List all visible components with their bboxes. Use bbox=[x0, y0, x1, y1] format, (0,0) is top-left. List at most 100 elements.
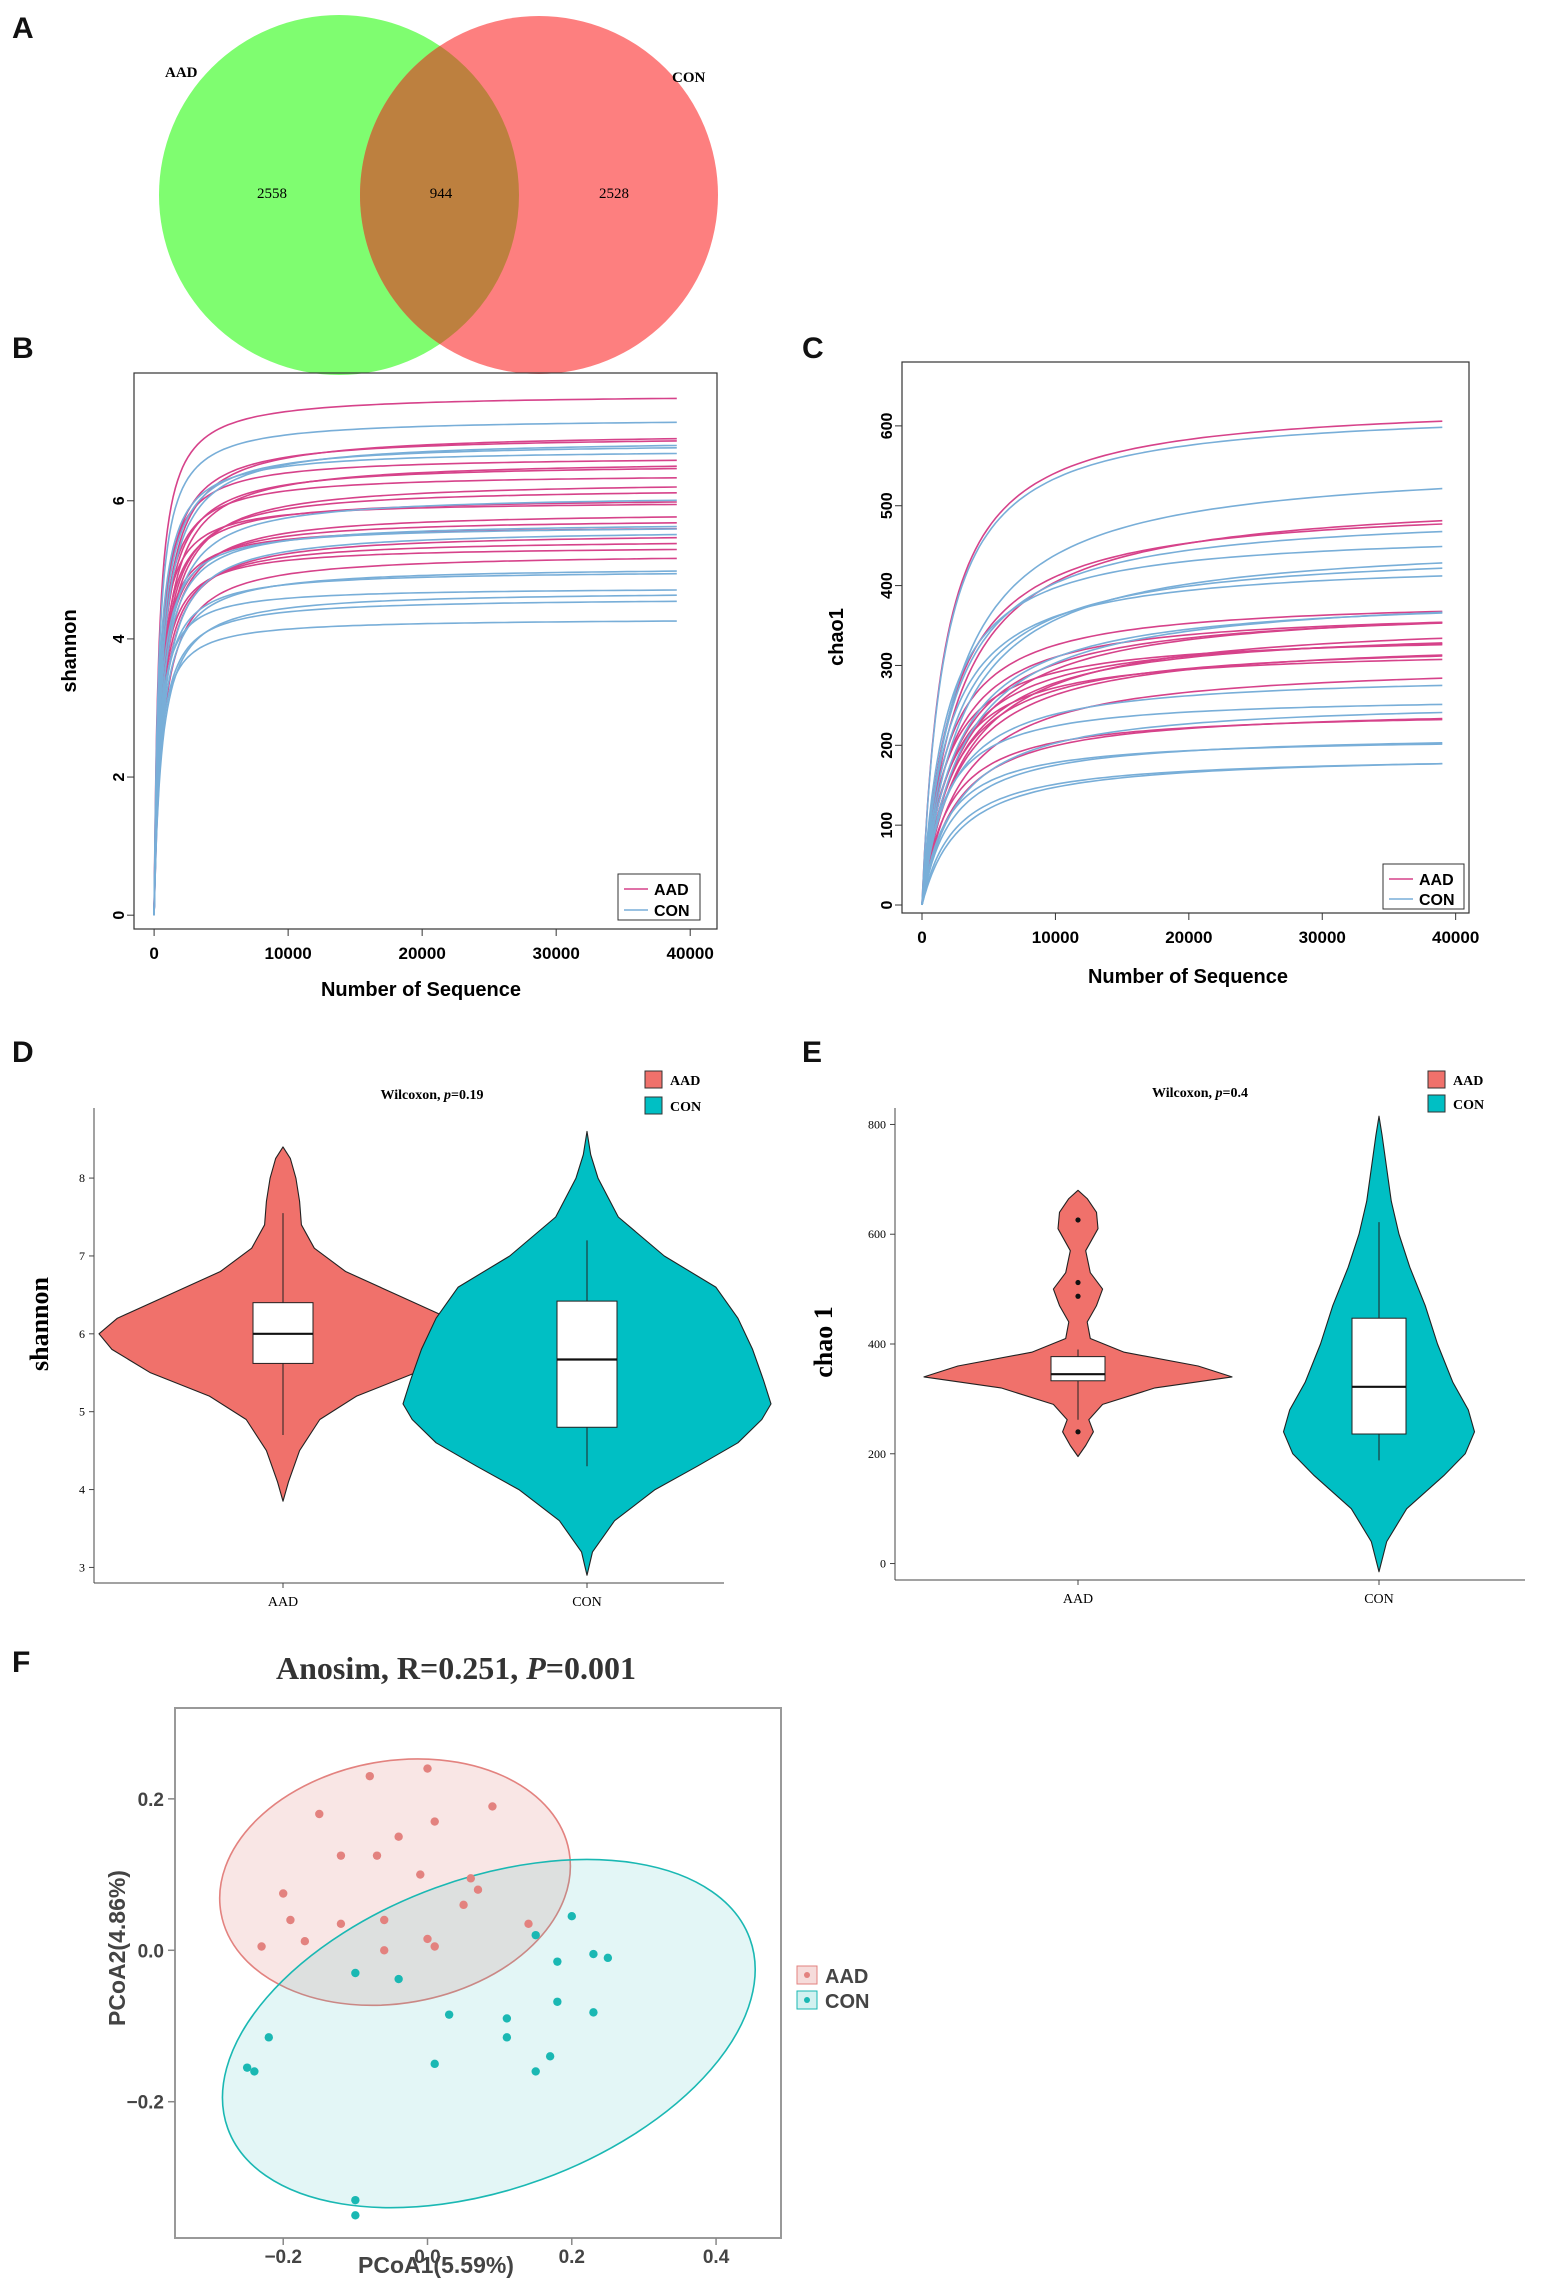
point-aad-21 bbox=[380, 1946, 389, 1955]
point-aad-19 bbox=[423, 1934, 432, 1944]
curve-aad-11 bbox=[153, 516, 677, 916]
panel-a-venn: A AAD CON 2558 944 2528 bbox=[12, 12, 718, 375]
plot-b-curves bbox=[153, 397, 677, 916]
curve-con-13 bbox=[153, 620, 677, 916]
x-tick-label-3: 0.4 bbox=[703, 2247, 730, 2268]
x-tick-label-2: 20000 bbox=[399, 944, 446, 963]
point-aad-10 bbox=[416, 1870, 425, 1879]
plot-b-x-label: Number of Sequence bbox=[321, 979, 521, 1001]
plot-f-legend-con-dot bbox=[804, 1997, 810, 2003]
panel-f-pcoa: F Anosim, R=0.251, P=0.001 −0.2 0.0 0.2 0.4… bbox=[12, 1646, 869, 2278]
x-tick-label-1: 0.0 bbox=[414, 2247, 440, 2268]
point-aad-18 bbox=[300, 1937, 310, 1946]
plot-e-legend-aad-label: AAD bbox=[1453, 1074, 1483, 1089]
point-con-18 bbox=[351, 2195, 360, 2205]
violin-aad bbox=[923, 1189, 1233, 1458]
plot-d-title-prefix: Wilcoxon, bbox=[380, 1088, 444, 1103]
plot-f-frame bbox=[174, 1707, 782, 2239]
x-tick-label-1: CON bbox=[572, 1595, 602, 1610]
curve-aad-8 bbox=[153, 492, 677, 916]
panel-e-violin-chao1: E Wilcoxon, p=0.4 0 200 400 600 800 AAD CON ch… bbox=[802, 1036, 1525, 1607]
point-aad-3 bbox=[315, 1809, 324, 1819]
plot-b-legend-box bbox=[617, 873, 701, 921]
point-con-16 bbox=[242, 2063, 252, 2072]
y-tick-label-3: 600 bbox=[868, 1227, 886, 1241]
boxplot-con bbox=[556, 1300, 618, 1428]
y-tick-label-2: 4 bbox=[111, 634, 128, 643]
point-con-9 bbox=[502, 2014, 512, 2023]
curve-con-6 bbox=[153, 528, 677, 916]
y-tick-label-4: 800 bbox=[868, 1117, 886, 1131]
plot-e-legend-aad-swatch bbox=[1427, 1070, 1446, 1089]
point-aad-0 bbox=[365, 1771, 374, 1781]
plot-e-title-prefix: Wilcoxon, bbox=[1152, 1086, 1216, 1101]
y-tick-label-2: 0.2 bbox=[138, 1790, 164, 1811]
plot-e-legend: AAD CON bbox=[1427, 1070, 1484, 1113]
y-tick-label-4: 7 bbox=[79, 1249, 85, 1263]
x-tick-label-2: 20000 bbox=[1165, 928, 1212, 947]
curve-con-7 bbox=[153, 533, 677, 916]
curve-con-5 bbox=[153, 525, 677, 916]
point-con-17 bbox=[250, 2067, 259, 2076]
y-tick-label-4: 400 bbox=[879, 572, 896, 599]
curve-con-2 bbox=[153, 447, 677, 916]
outlier-aad-0 bbox=[1075, 1429, 1081, 1435]
plot-b-legend-aad-label: AAD bbox=[654, 882, 689, 899]
curve-con-10 bbox=[921, 703, 1443, 905]
plot-b-frame bbox=[133, 372, 718, 930]
point-aad-20 bbox=[430, 1942, 439, 1951]
plot-f-title-prefix: Anosim, R=0.251, bbox=[276, 1650, 526, 1686]
plot-c-frame bbox=[901, 361, 1470, 914]
point-aad-8 bbox=[466, 1874, 475, 1883]
curve-con-0 bbox=[921, 426, 1443, 905]
curve-aad-16 bbox=[921, 718, 1443, 905]
plot-c-legend-con-label: CON bbox=[1419, 892, 1455, 909]
venn-con-label: CON bbox=[672, 70, 706, 86]
plot-e-title: Wilcoxon, p=0.4 bbox=[1152, 1086, 1248, 1101]
curve-con-15 bbox=[921, 762, 1443, 906]
point-aad-6 bbox=[336, 1851, 346, 1860]
point-con-5 bbox=[351, 1968, 360, 1978]
point-aad-13 bbox=[286, 1915, 295, 1925]
outlier-aad-1 bbox=[1075, 1293, 1081, 1299]
point-aad-1 bbox=[423, 1764, 432, 1773]
curve-con-10 bbox=[153, 589, 677, 916]
point-aad-4 bbox=[430, 1817, 439, 1826]
plot-c-x-label: Number of Sequence bbox=[1088, 966, 1288, 988]
y-tick-label-0: 0 bbox=[111, 911, 128, 920]
plot-c-legend-aad-label: AAD bbox=[1419, 872, 1454, 889]
point-con-10 bbox=[589, 2008, 598, 2017]
y-tick-label-1: 2 bbox=[111, 773, 128, 782]
point-con-4 bbox=[553, 1957, 562, 1966]
venn-overlap-region bbox=[360, 45, 519, 345]
plot-d-legend-aad-swatch bbox=[644, 1070, 663, 1089]
y-tick-label-2: 200 bbox=[879, 732, 896, 759]
x-tick-label-1: 10000 bbox=[264, 944, 311, 963]
point-con-2 bbox=[589, 1949, 598, 1959]
plot-d-y-label: shannon bbox=[25, 1276, 54, 1370]
curve-con-8 bbox=[153, 570, 677, 916]
point-con-19 bbox=[351, 2211, 360, 2220]
plot-f-x-label: PCoA1(5.59%) bbox=[358, 2252, 514, 2278]
curve-con-6 bbox=[921, 575, 1443, 905]
venn-aad-label: AAD bbox=[165, 65, 198, 81]
curve-con-11 bbox=[153, 594, 677, 916]
point-con-6 bbox=[394, 1974, 403, 1984]
y-tick-label-3: 6 bbox=[111, 496, 128, 505]
y-tick-label-0: −0.2 bbox=[126, 2093, 164, 2114]
panel-b-rarefaction-shannon: B 0 10000 20000 30000 40000 0 2 4 6 Number of Se… bbox=[12, 332, 718, 1001]
x-tick-label-0: AAD bbox=[1063, 1592, 1093, 1607]
curve-aad-2 bbox=[153, 440, 677, 916]
plot-c-axes: 0 10000 20000 30000 40000 0 100 200 300 400 500 600 bbox=[879, 412, 1479, 947]
curve-aad-15 bbox=[921, 717, 1443, 906]
y-tick-label-1: 100 bbox=[879, 812, 896, 839]
venn-aad-unique-count: 2558 bbox=[257, 186, 287, 202]
y-tick-label-1: 4 bbox=[79, 1483, 85, 1497]
x-tick-label-2: 0.2 bbox=[559, 2247, 585, 2268]
plot-d-area: 3 4 5 6 7 8 AAD CON bbox=[79, 1108, 772, 1610]
x-tick-label-1: CON bbox=[1364, 1592, 1394, 1607]
plot-f-y-label: PCoA2(4.86%) bbox=[104, 1870, 130, 2026]
outlier-aad-3 bbox=[1075, 1217, 1081, 1223]
boxplot-con bbox=[1351, 1317, 1407, 1435]
